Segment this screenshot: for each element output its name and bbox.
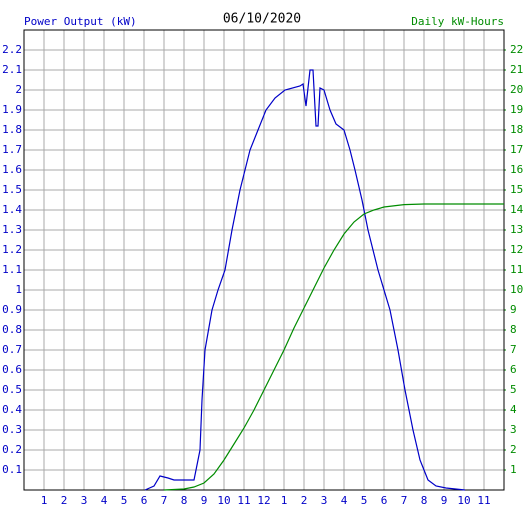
y2-tick-label: 5 xyxy=(510,383,517,396)
y2-tick-label: 15 xyxy=(510,183,523,196)
y2-tick-label: 17 xyxy=(510,143,523,156)
x-tick-label: 6 xyxy=(381,494,388,507)
x-tick-label: 5 xyxy=(121,494,128,507)
x-tick-label: 8 xyxy=(421,494,428,507)
y-tick-label: 0.5 xyxy=(2,383,22,396)
y-tick-label: 1.6 xyxy=(2,163,22,176)
y-tick-label: 0.1 xyxy=(2,463,22,476)
y2-tick-label: 8 xyxy=(510,323,517,336)
y2-tick-label: 22 xyxy=(510,43,523,56)
y2-axis-label: Daily kW-Hours xyxy=(411,15,504,28)
y2-tick-label: 7 xyxy=(510,343,517,356)
y-tick-label: 2.2 xyxy=(2,43,22,56)
y2-tick-label: 19 xyxy=(510,103,523,116)
y2-tick-label: 14 xyxy=(510,203,524,216)
y-tick-label: 0.4 xyxy=(2,403,22,416)
plot-frame xyxy=(23,29,505,491)
y2-tick-label: 4 xyxy=(510,403,517,416)
y-axis-label: Power Output (kW) xyxy=(24,15,137,28)
y-tick-label: 0.6 xyxy=(2,363,22,376)
x-tick-label: 9 xyxy=(201,494,208,507)
y2-tick-label: 12 xyxy=(510,243,523,256)
y-tick-label: 0.8 xyxy=(2,323,22,336)
x-tick-label: 6 xyxy=(141,494,148,507)
x-tick-label: 8 xyxy=(181,494,188,507)
x-tick-label: 3 xyxy=(321,494,328,507)
y-tick-label: 2 xyxy=(15,83,22,96)
x-tick-label: 11 xyxy=(477,494,490,507)
y2-tick-label: 18 xyxy=(510,123,523,136)
y-tick-label: 1.8 xyxy=(2,123,22,136)
data-line xyxy=(144,69,466,491)
x-tick-label: 12 xyxy=(257,494,270,507)
y-tick-label: 0.2 xyxy=(2,443,22,456)
x-tick-label: 2 xyxy=(301,494,308,507)
x-tick-label: 11 xyxy=(237,494,250,507)
y2-tick-label: 16 xyxy=(510,163,523,176)
x-tick-label: 3 xyxy=(81,494,88,507)
y-tick-label: 0.9 xyxy=(2,303,22,316)
y2-tick-label: 1 xyxy=(510,463,517,476)
x-tick-label: 2 xyxy=(61,494,68,507)
y2-tick-label: 6 xyxy=(510,363,517,376)
y-tick-label: 1.1 xyxy=(2,263,22,276)
y2-tick-label: 2 xyxy=(510,443,517,456)
x-tick-label: 4 xyxy=(101,494,108,507)
y2-tick-label: 13 xyxy=(510,223,523,236)
chart-title: 06/10/2020 xyxy=(223,12,301,27)
y-tick-label: 1.2 xyxy=(2,243,22,256)
y-tick-label: 1.5 xyxy=(2,183,22,196)
y-tick-label: 1.4 xyxy=(2,203,22,216)
x-tick-label: 10 xyxy=(217,494,230,507)
data-line xyxy=(163,203,504,491)
x-tick-label: 5 xyxy=(361,494,368,507)
x-tick-label: 7 xyxy=(161,494,168,507)
y2-tick-label: 21 xyxy=(510,63,523,76)
y-tick-label: 1.7 xyxy=(2,143,22,156)
x-tick-label: 9 xyxy=(441,494,448,507)
x-tick-label: 1 xyxy=(281,494,288,507)
y-tick-label: 1 xyxy=(15,283,22,296)
x-tick-label: 7 xyxy=(401,494,408,507)
y-tick-label: 1.3 xyxy=(2,223,22,236)
y2-tick-label: 11 xyxy=(510,263,523,276)
y2-tick-label: 9 xyxy=(510,303,517,316)
x-tick-label: 10 xyxy=(457,494,470,507)
y-tick-label: 0.3 xyxy=(2,423,22,436)
x-tick-label: 1 xyxy=(41,494,48,507)
y-tick-label: 2.1 xyxy=(2,63,22,76)
y2-tick-label: 3 xyxy=(510,423,517,436)
x-tick-label: 4 xyxy=(341,494,348,507)
y-tick-label: 1.9 xyxy=(2,103,22,116)
y2-tick-label: 10 xyxy=(510,283,523,296)
y-tick-label: 0.7 xyxy=(2,343,22,356)
y2-tick-label: 20 xyxy=(510,83,523,96)
